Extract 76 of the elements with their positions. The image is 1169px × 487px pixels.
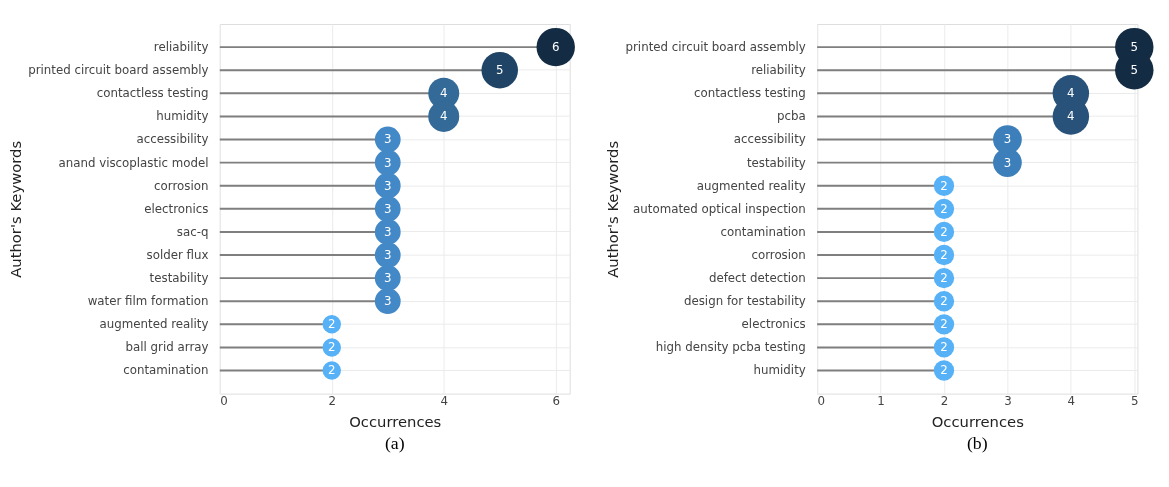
- y-tick-label: corrosion: [751, 247, 806, 262]
- data-label: 3: [384, 294, 392, 309]
- data-label: 2: [940, 247, 948, 262]
- y-tick-label: humidity: [753, 363, 806, 378]
- data-label: 5: [1130, 63, 1139, 78]
- data-label: 3: [384, 271, 392, 286]
- y-tick-label: solder flux: [146, 247, 209, 262]
- y-tick-label: accessibility: [733, 132, 806, 147]
- x-tick-label: 2: [328, 393, 337, 408]
- data-label: 2: [328, 317, 336, 332]
- y-tick-label: augmented reality: [696, 178, 806, 193]
- data-label: 5: [1130, 40, 1139, 55]
- data-label: 2: [328, 363, 336, 378]
- data-label: 2: [940, 363, 948, 378]
- y-tick-label: accessibility: [136, 132, 209, 147]
- text: (a): [384, 432, 405, 453]
- data-label: 3: [384, 155, 392, 170]
- y-tick-label: contactless testing: [96, 86, 209, 101]
- x-tick-label: 4: [440, 393, 448, 408]
- y-tick-label: defect detection: [708, 271, 806, 286]
- x-tick-label: 6: [552, 393, 560, 408]
- data-label: 4: [439, 109, 448, 124]
- data-label: 3: [384, 132, 392, 147]
- data-label: 2: [940, 201, 948, 216]
- y-tick-label: high density pcba testing: [655, 340, 806, 355]
- data-label: 4: [439, 86, 448, 101]
- x-axis-title: Occurrences: [349, 412, 442, 430]
- data-label: 6: [551, 40, 560, 55]
- y-tick-label: augmented reality: [99, 317, 209, 332]
- y-tick-label: printed circuit board assembly: [625, 40, 806, 55]
- x-tick-label: 3: [1004, 393, 1012, 408]
- y-tick-label: contamination: [123, 363, 209, 378]
- data-label: 3: [384, 247, 392, 262]
- y-tick-label: design for testability: [683, 294, 806, 309]
- y-tick-label: contactless testing: [694, 86, 806, 101]
- text: (b): [966, 432, 988, 453]
- y-tick-label: electronics: [741, 317, 806, 332]
- x-tick-label: 4: [1067, 393, 1076, 408]
- data-label: 3: [1003, 155, 1012, 170]
- y-tick-label: anand viscoplastic model: [58, 155, 209, 170]
- y-tick-label: reliability: [153, 40, 209, 55]
- data-label: 3: [384, 201, 392, 216]
- data-label: 3: [1003, 132, 1012, 147]
- data-label: 5: [495, 63, 504, 78]
- y-tick-label: printed circuit board assembly: [28, 63, 209, 78]
- y-tick-label: sac-q: [176, 224, 209, 239]
- data-label: 2: [940, 224, 948, 239]
- y-tick-label: testability: [149, 271, 209, 286]
- y-tick-label: electronics: [144, 201, 209, 216]
- y-tick-label: pcba: [777, 109, 806, 124]
- data-label: 4: [1067, 86, 1075, 101]
- x-tick-label: 0: [817, 393, 826, 408]
- x-tick-label: 5: [1131, 393, 1139, 408]
- data-label: 2: [940, 294, 948, 309]
- data-label: 2: [328, 340, 336, 355]
- data-label: 2: [940, 178, 948, 193]
- y-tick-label: water film formation: [87, 294, 209, 309]
- data-label: 3: [384, 178, 392, 193]
- y-tick-label: testability: [746, 155, 806, 170]
- data-label: 4: [1067, 109, 1075, 124]
- x-tick-label: 2: [940, 393, 949, 408]
- y-tick-label: ball grid array: [125, 340, 209, 355]
- x-axis-title: Occurrences: [931, 412, 1024, 430]
- data-label: 2: [940, 340, 948, 355]
- x-tick-label: 0: [220, 393, 228, 408]
- y-tick-label: automated optical inspection: [633, 201, 806, 216]
- data-label: 2: [940, 271, 948, 286]
- y-tick-label: reliability: [751, 63, 806, 78]
- data-label: 2: [940, 317, 948, 332]
- y-tick-label: humidity: [156, 109, 209, 124]
- y-axis-title: Author's Keywords: [604, 140, 622, 278]
- x-tick-label: 1: [877, 393, 885, 408]
- y-tick-label: corrosion: [154, 178, 209, 193]
- y-axis-title: Author's Keywords: [7, 140, 25, 278]
- y-tick-label: contamination: [720, 224, 806, 239]
- data-label: 3: [384, 224, 392, 239]
